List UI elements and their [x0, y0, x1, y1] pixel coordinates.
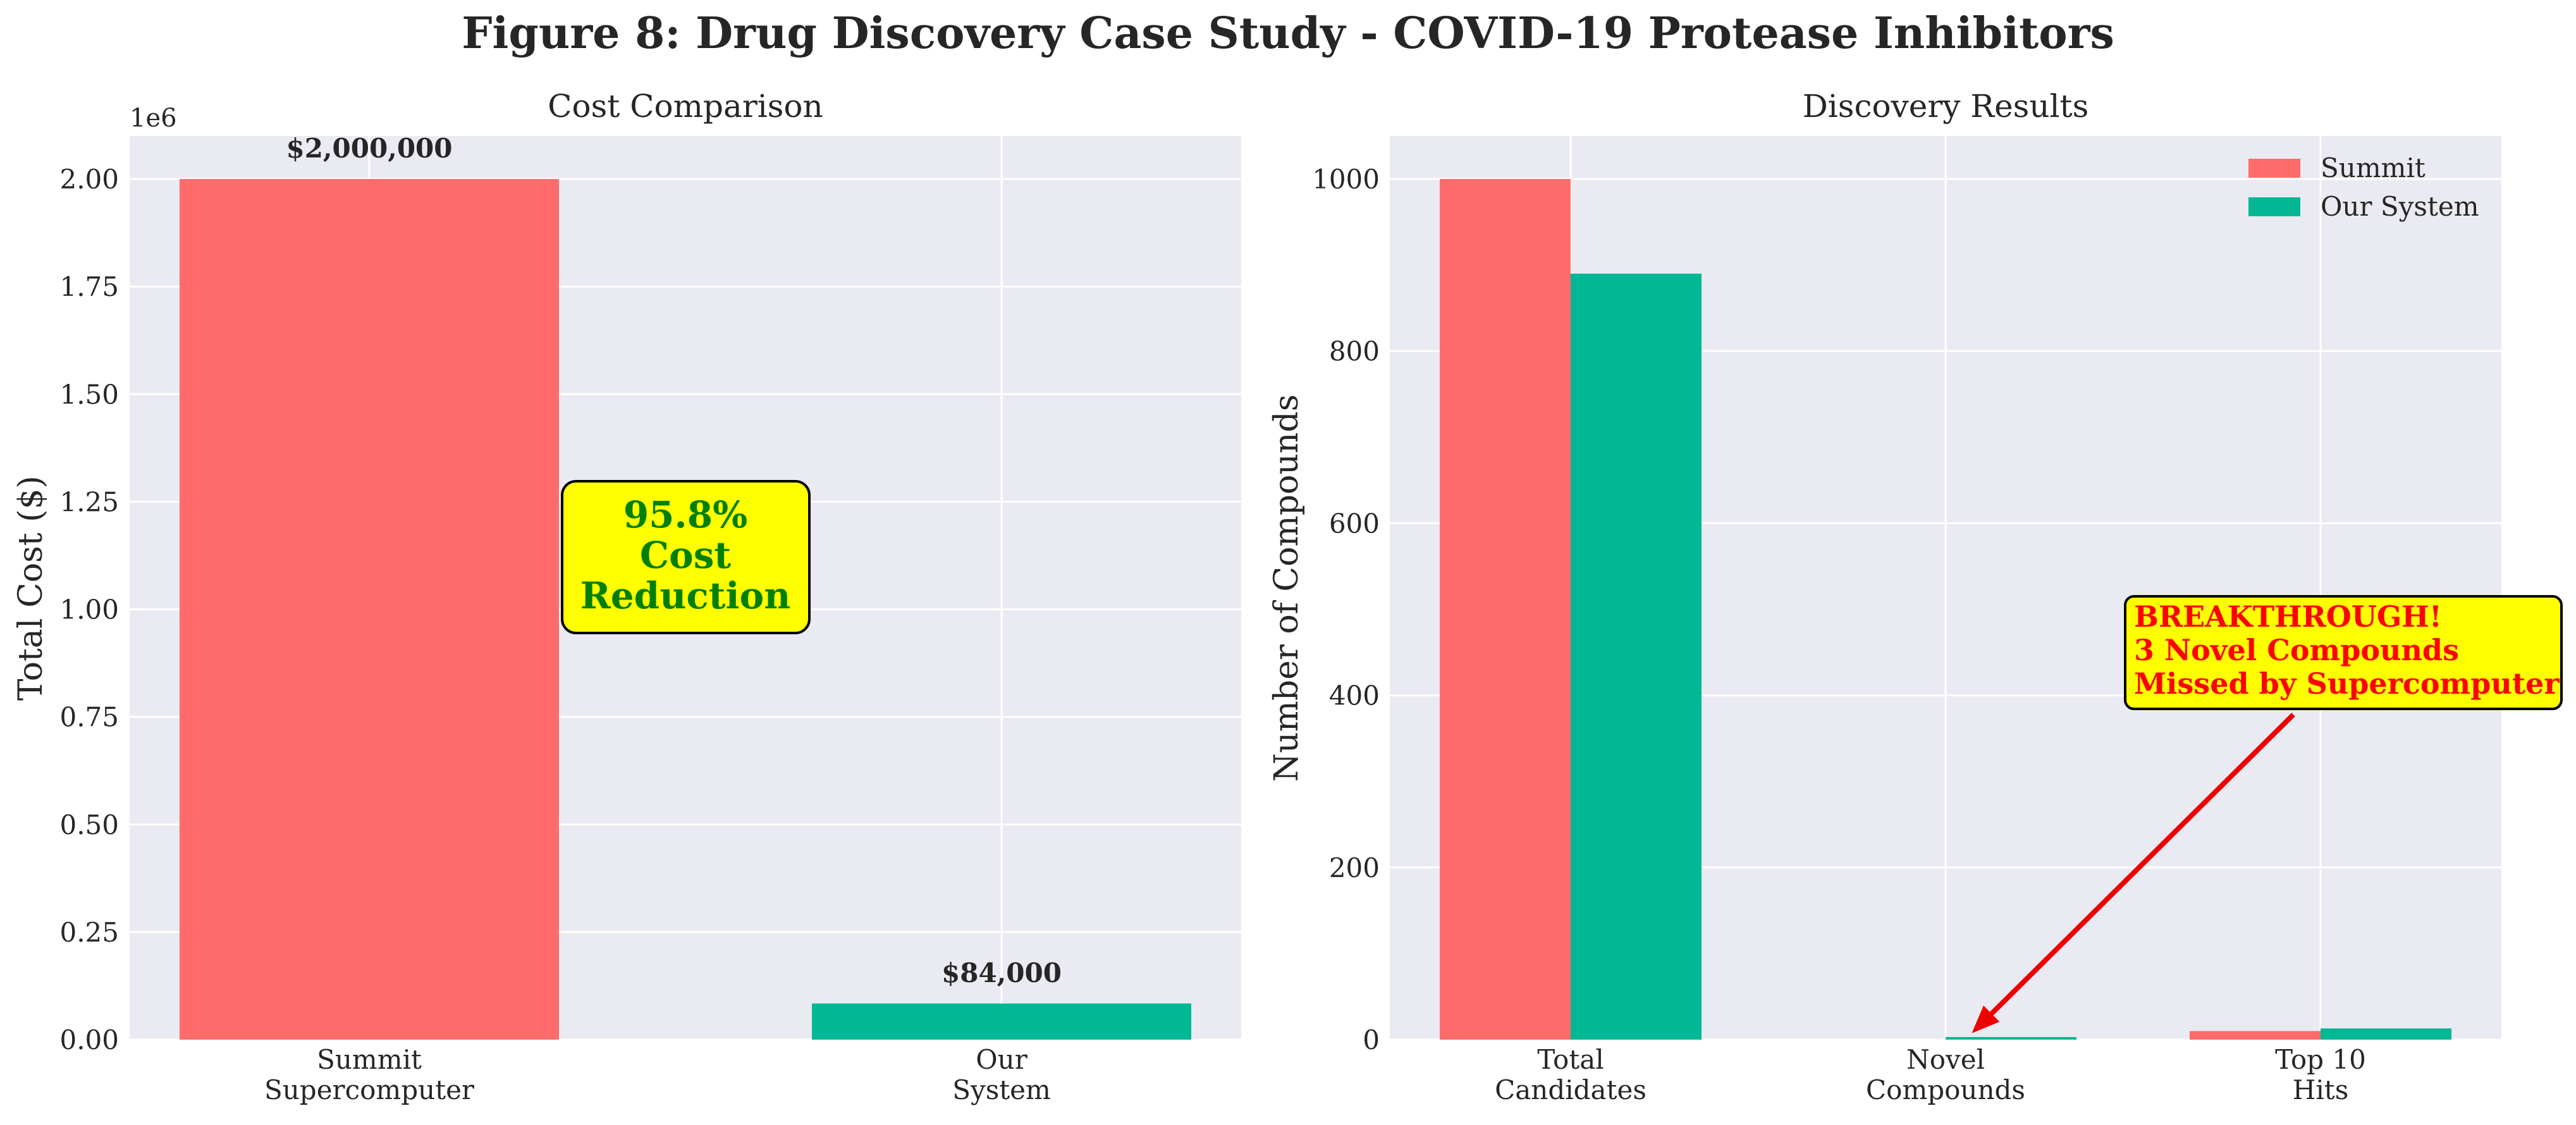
cost-bar [812, 1004, 1191, 1040]
cost-y-tick-label: 1.25 [59, 486, 119, 517]
discovery-chart-title: Discovery Results [1803, 88, 2089, 125]
cost-comparison-chart: 0.00 0.25 0.50 0.75 1.00 1.25 1.50 1.75 2.00 Sum… [12, 88, 1241, 1105]
cost-callout-line: Reduction [580, 574, 791, 617]
cost-x-tick-line: Summit [317, 1044, 422, 1075]
cost-bar [180, 179, 559, 1040]
discovery-x-tick-line: Total [1537, 1044, 1604, 1075]
cost-y-axis-label: Total Cost ($) [12, 476, 50, 701]
cost-x-tick-line: Our [976, 1044, 1027, 1075]
cost-reduction-callout: 95.8%CostReduction [562, 481, 809, 633]
breakthrough-callout-line: BREAKTHROUGH! [2134, 599, 2442, 634]
discovery-bar [1946, 1037, 2076, 1040]
discovery-y-tick-label: 200 [1329, 852, 1380, 883]
discovery-bar [2190, 1031, 2321, 1040]
discovery-bar [1440, 179, 1571, 1040]
legend-swatch [2248, 159, 2300, 178]
discovery-x-tick-line: Novel [1906, 1044, 1985, 1075]
figure-title: Figure 8: Drug Discovery Case Study - CO… [462, 8, 2114, 59]
discovery-y-tick-label: 0 [1363, 1024, 1380, 1055]
cost-y-tick-label: 1.75 [59, 271, 119, 302]
breakthrough-callout-line: 3 Novel Compounds [2134, 633, 2459, 667]
discovery-y-axis-label: Number of Compounds [1268, 395, 1306, 782]
cost-y-tick-label: 1.50 [59, 379, 119, 410]
discovery-y-tick-label: 400 [1329, 680, 1380, 711]
legend-swatch [2248, 197, 2300, 216]
cost-chart-title: Cost Comparison [548, 88, 823, 125]
legend-label: Summit [2321, 152, 2426, 183]
cost-value-label: $2,000,000 [286, 133, 452, 164]
cost-y-offset-label: 1e6 [130, 104, 177, 133]
cost-y-tick-label: 0.75 [59, 702, 119, 733]
cost-y-tick-label: 1.00 [59, 594, 119, 625]
legend-label: Our System [2321, 191, 2479, 222]
cost-y-tick-label: 2.00 [59, 164, 119, 195]
cost-x-tick-line: Supercomputer [264, 1074, 475, 1105]
discovery-y-tick-label: 1000 [1312, 164, 1380, 195]
cost-y-tick-label: 0.50 [59, 809, 119, 840]
discovery-x-tick-line: Compounds [1866, 1074, 2025, 1105]
discovery-results-chart: 0 200 400 600 800 1000 TotalCandidates NovelCo… [1268, 88, 2561, 1105]
cost-callout-line: Cost [640, 534, 732, 577]
discovery-bar [1571, 274, 1702, 1040]
discovery-x-tick-line: Hits [2293, 1074, 2349, 1105]
discovery-x-tick-line: Candidates [1495, 1074, 1647, 1105]
cost-callout-line: 95.8% [623, 493, 747, 536]
discovery-y-tick-label: 800 [1329, 336, 1380, 367]
cost-y-tick-label: 0.25 [59, 917, 119, 948]
breakthrough-callout-line: Missed by Supercomputer [2134, 667, 2560, 701]
discovery-y-tick-label: 600 [1329, 508, 1380, 539]
discovery-x-tick-line: Top 10 [2275, 1044, 2366, 1075]
discovery-bar [2321, 1028, 2451, 1040]
cost-x-tick-line: System [952, 1074, 1051, 1105]
cost-y-tick-label: 0.00 [59, 1024, 119, 1055]
cost-value-label: $84,000 [941, 957, 1062, 988]
